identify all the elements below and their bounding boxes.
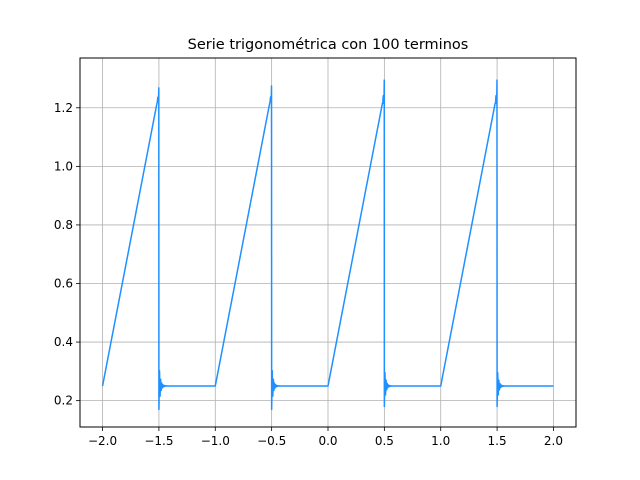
x-tick-label: 1.0: [431, 434, 450, 448]
chart-title: Serie trigonométrica con 100 terminos: [188, 37, 469, 53]
x-tick-label: −0.5: [257, 434, 286, 448]
y-tick-label: 1.0: [54, 159, 73, 173]
y-tick-label: 0.4: [54, 335, 73, 349]
series-group: [101, 79, 555, 411]
y-tick-label: 1.2: [54, 101, 73, 115]
ticks: −2.0 −1.5 −1.0 −0.5 0.0 0.5 1.0 1.5 2.0 0.2 0.4 0.6…: [54, 101, 563, 448]
y-tick-label: 0.8: [54, 218, 73, 232]
x-tick-label: 1.5: [488, 434, 507, 448]
y-tick-label: 0.2: [54, 394, 73, 408]
x-tick-label: −2.0: [88, 434, 117, 448]
x-tick-label: −1.0: [201, 434, 230, 448]
x-tick-label: 0.0: [318, 434, 337, 448]
x-tick-label: 0.5: [375, 434, 394, 448]
y-tick-label: 0.6: [54, 277, 73, 291]
x-tick-label: −1.5: [144, 434, 173, 448]
series-line: [101, 79, 555, 411]
x-tick-label: 2.0: [544, 434, 563, 448]
